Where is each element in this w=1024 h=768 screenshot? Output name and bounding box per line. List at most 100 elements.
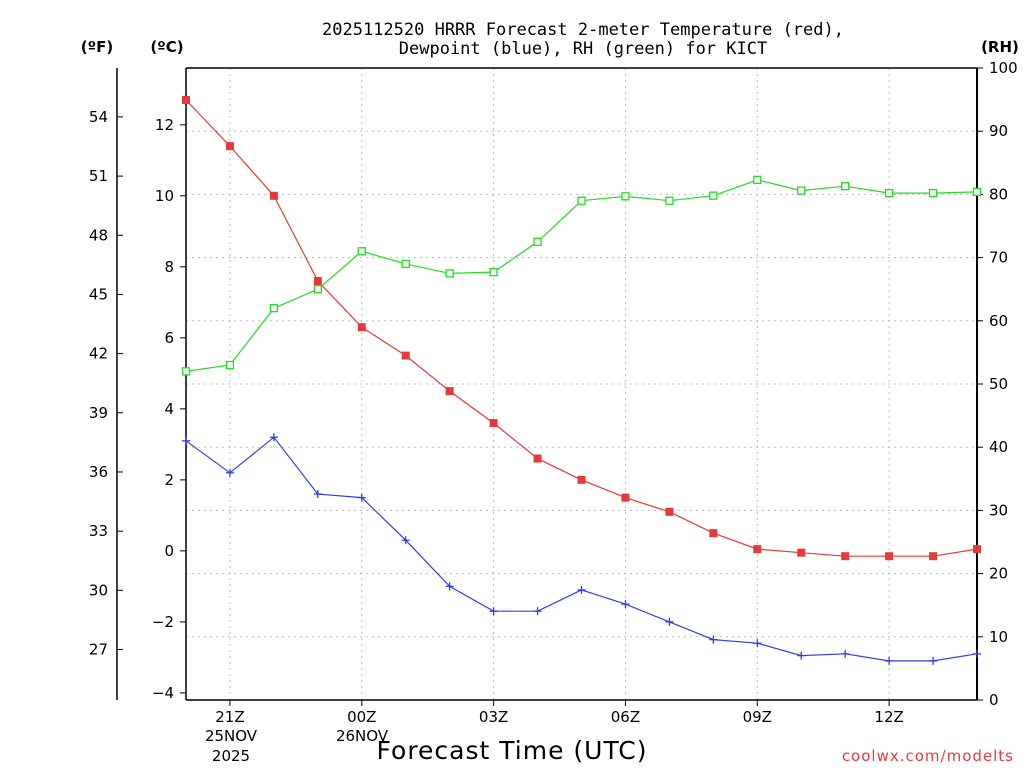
temperature-point <box>885 552 894 561</box>
rh-point <box>445 269 454 278</box>
dewpoint-point <box>665 617 674 626</box>
dewpoint-point <box>269 433 278 442</box>
dewpoint-point <box>225 468 234 477</box>
fahrenheit-tick-label: 36 <box>89 463 108 481</box>
rh-point <box>928 188 938 198</box>
celsius-tick-label: −2 <box>152 613 174 631</box>
dewpoint-series <box>182 433 981 665</box>
x-tick-label: 03Z <box>479 708 508 726</box>
temperature-point <box>841 552 850 561</box>
rh-point <box>357 247 366 256</box>
x-tick-label: 00Z <box>347 708 376 726</box>
celsius-tick-label: 8 <box>164 258 174 276</box>
dewpoint-line <box>185 436 978 662</box>
dewpoint-point <box>841 649 850 658</box>
rh-point <box>489 267 498 277</box>
celsius-unit-label: (ºC) <box>150 38 183 56</box>
fahrenheit-tick-label: 51 <box>89 167 108 185</box>
dewpoint-point <box>797 651 806 660</box>
dewpoint-point <box>929 656 938 665</box>
rh-point <box>665 196 674 205</box>
rh-point <box>533 237 542 246</box>
rh-point <box>621 192 630 201</box>
rh-point <box>972 187 982 197</box>
dewpoint-point <box>533 607 542 616</box>
temperature-point <box>665 507 674 516</box>
fahrenheit-tick-label: 33 <box>89 522 108 540</box>
celsius-tick-label: 2 <box>164 471 174 489</box>
rh-point <box>753 175 762 185</box>
temperature-point <box>401 351 410 360</box>
dewpoint-point <box>753 639 762 648</box>
temperature-point <box>753 545 762 554</box>
fahrenheit-tick-label: 48 <box>89 226 108 244</box>
temperature-point <box>533 454 542 463</box>
x-tick-label: 12Z <box>874 708 903 726</box>
fahrenheit-tick-label: 30 <box>89 581 108 599</box>
rh-point <box>181 367 191 376</box>
dewpoint-point <box>313 490 322 499</box>
celsius-tick-label: 10 <box>155 187 174 205</box>
tick-labels: 21Z 00Z 03Z 06Z 09Z 12Z −4 −2 0 2 4 6 8 10 12 27 30 33 36 3… <box>89 59 1018 726</box>
temperature-line <box>185 99 978 557</box>
rh-line <box>185 179 978 372</box>
rh-unit-label: (RH) <box>981 38 1019 56</box>
temperature-point <box>313 277 322 286</box>
rh-point <box>797 186 806 195</box>
temperature-point <box>357 323 366 332</box>
fahrenheit-tick-label: 39 <box>89 404 108 422</box>
rh-tick-label: 80 <box>989 185 1008 203</box>
dewpoint-point <box>577 585 586 594</box>
temperature-point <box>225 142 234 151</box>
year-label: 2025 <box>212 747 250 765</box>
chart-title-line2: Dewpoint (blue), RH (green) for KICT <box>399 39 767 59</box>
rh-tick-label: 90 <box>989 122 1008 140</box>
axes <box>116 67 983 706</box>
fahrenheit-unit-label: (ºF) <box>81 38 113 56</box>
rh-point <box>577 196 586 205</box>
x-tick-label: 06Z <box>611 708 640 726</box>
fahrenheit-tick-label: 45 <box>89 285 108 303</box>
x-tick-label: 21Z <box>215 708 244 726</box>
temperature-point <box>709 529 718 538</box>
rh-tick-label: 20 <box>989 565 1008 583</box>
dewpoint-point <box>357 493 366 502</box>
dewpoint-point <box>401 536 410 545</box>
temperature-point <box>797 548 806 557</box>
chart-title-line1: 2025112520 HRRR Forecast 2-meter Tempera… <box>322 20 844 40</box>
temperature-point <box>621 493 630 502</box>
rh-point <box>225 360 235 370</box>
dewpoint-point <box>621 600 630 609</box>
rh-point <box>269 304 279 313</box>
temperature-series <box>182 95 981 561</box>
rh-tick-label: 40 <box>989 438 1008 456</box>
fahrenheit-tick-label: 42 <box>89 345 108 363</box>
rh-tick-label: 10 <box>989 628 1008 646</box>
rh-tick-label: 0 <box>989 691 999 709</box>
rh-tick-label: 70 <box>989 249 1008 267</box>
rh-point <box>401 259 410 269</box>
temperature-point <box>445 387 454 396</box>
rh-series <box>181 175 982 376</box>
rh-tick-label: 100 <box>989 59 1018 77</box>
dewpoint-point <box>182 436 190 445</box>
date-label-25nov: 25NOV <box>205 727 258 745</box>
dewpoint-point <box>489 607 498 616</box>
dewpoint-point <box>973 649 981 658</box>
celsius-tick-label: 12 <box>155 116 174 134</box>
rh-tick-label: 30 <box>989 501 1008 519</box>
rh-tick-label: 50 <box>989 375 1008 393</box>
temperature-point <box>929 552 938 561</box>
x-tick-label: 09Z <box>743 708 772 726</box>
grid-lines <box>186 68 977 700</box>
temperature-point <box>489 419 498 428</box>
dewpoint-point <box>445 582 454 591</box>
temperature-point <box>577 475 586 484</box>
celsius-tick-label: 6 <box>164 329 174 347</box>
rh-tick-label: 60 <box>989 312 1008 330</box>
dewpoint-point <box>885 656 894 665</box>
fahrenheit-tick-label: 27 <box>89 641 108 659</box>
celsius-tick-label: −4 <box>152 684 174 702</box>
celsius-tick-label: 0 <box>164 542 174 560</box>
